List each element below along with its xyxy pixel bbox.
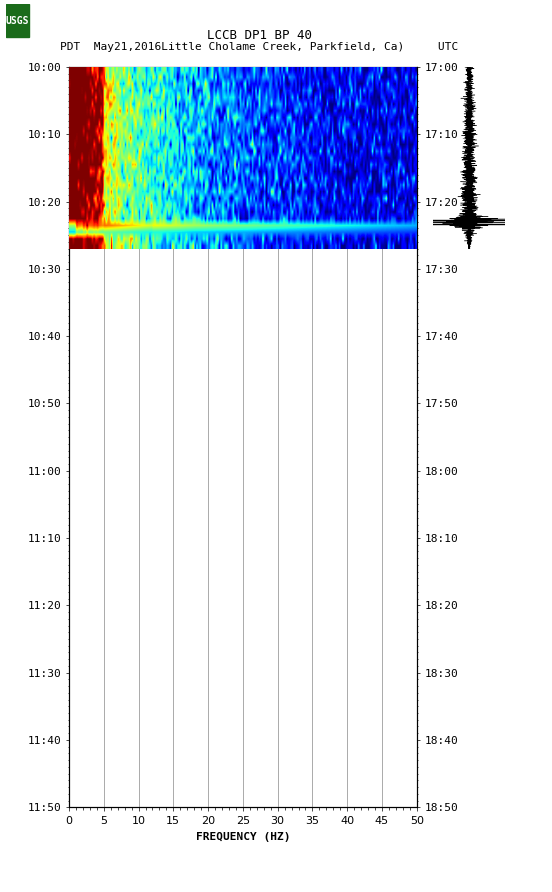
Text: LCCB DP1 BP 40: LCCB DP1 BP 40 [207, 29, 312, 42]
X-axis label: FREQUENCY (HZ): FREQUENCY (HZ) [195, 832, 290, 842]
Text: PDT  May21,2016Little Cholame Creek, Parkfield, Ca)     UTC: PDT May21,2016Little Cholame Creek, Park… [60, 42, 459, 53]
Bar [6, 4, 29, 37]
Text: USGS: USGS [6, 15, 29, 26]
